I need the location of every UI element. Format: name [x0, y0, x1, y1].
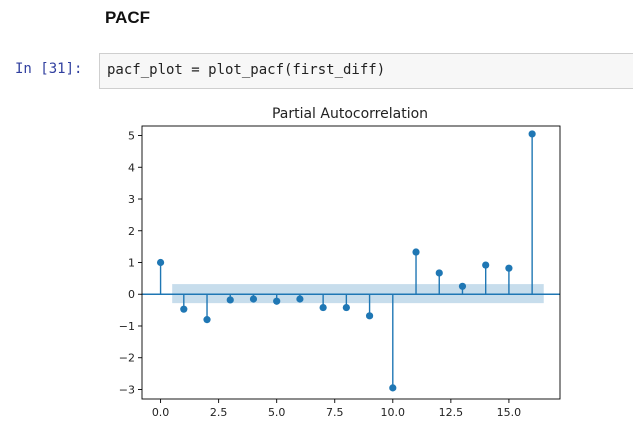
- pacf-chart: Partial Autocorrelation −3 −2 −1 0 1 2 3 4 5 0.0 2…: [119, 106, 561, 419]
- cell-output: Partial Autocorrelation −3 −2 −1 0 1 2 3 4 5 0.0 2…: [100, 96, 633, 436]
- stem-marker: [296, 295, 304, 303]
- stem-marker: [249, 295, 258, 303]
- stem-marker: [458, 282, 467, 290]
- cell-prompt: In [31]:: [15, 61, 83, 77]
- y-tick-label: 5: [128, 130, 135, 143]
- stem-marker: [226, 296, 234, 304]
- stem-marker: [319, 303, 327, 312]
- y-tick-label: 1: [128, 257, 135, 270]
- y-tick-label: −3: [119, 383, 135, 396]
- stem-marker: [342, 303, 350, 312]
- stem-marker: [203, 316, 211, 324]
- chart-title: Partial Autocorrelation: [272, 106, 428, 122]
- code-cell[interactable]: pacf_plot = plot_pacf(first_diff): [99, 53, 633, 89]
- y-tick-label: 3: [128, 193, 135, 206]
- stem-marker: [482, 261, 490, 269]
- stem-marker: [156, 258, 165, 267]
- x-tick-label: 5.0: [268, 406, 286, 419]
- x-tick-label: 12.5: [439, 406, 464, 419]
- x-tick-label: 15.0: [497, 406, 522, 419]
- stem-marker: [435, 269, 443, 277]
- x-tick-label: 2.5: [210, 406, 228, 419]
- y-tick-label: 2: [128, 225, 135, 238]
- x-tick-label: 10.0: [381, 406, 406, 419]
- stem-marker: [365, 312, 374, 320]
- stem-marker: [180, 305, 188, 313]
- y-tick-label: 0: [128, 288, 135, 301]
- code-input[interactable]: pacf_plot = plot_pacf(first_diff): [107, 62, 386, 78]
- stem-marker: [505, 264, 513, 272]
- y-tick-label: −1: [119, 320, 135, 333]
- stem-marker: [273, 297, 281, 305]
- stem-marker: [528, 130, 536, 138]
- stem-marker: [389, 384, 397, 392]
- y-tick-label: −2: [119, 352, 135, 365]
- x-tick-label: 0.0: [152, 406, 170, 419]
- x-tick-label: 7.5: [326, 406, 344, 419]
- y-tick-label: 4: [128, 161, 135, 174]
- markdown-heading: PACF: [105, 8, 151, 27]
- stem-marker: [412, 248, 420, 256]
- plot-frame: [141, 125, 561, 400]
